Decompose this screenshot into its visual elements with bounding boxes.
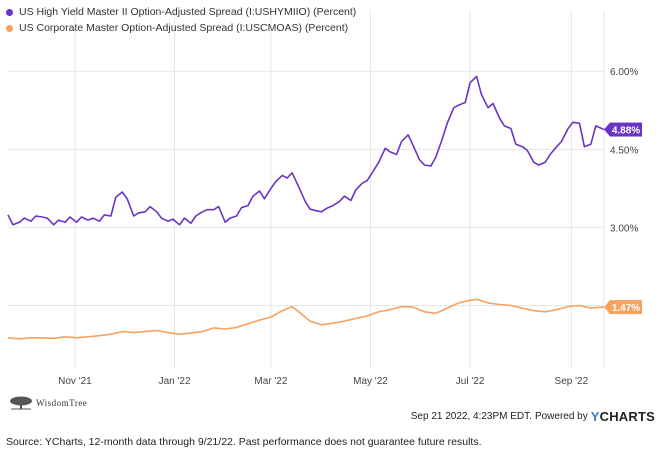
badge-value: 4.88% bbox=[612, 126, 640, 137]
badge-value: 1.47% bbox=[612, 303, 640, 314]
x-tick-label: Jul '22 bbox=[456, 376, 485, 387]
y-axis-ticks: 1.50%3.00%4.50%6.00% bbox=[610, 67, 638, 312]
x-tick-label: Nov '21 bbox=[58, 376, 92, 387]
x-tick-label: May '22 bbox=[353, 376, 388, 387]
brand-name: WisdomTree bbox=[36, 398, 88, 408]
x-tick-label: Jan '22 bbox=[159, 376, 191, 387]
ycharts-logo-text: CHARTS bbox=[599, 409, 655, 424]
legend-label-corporate: US Corporate Master Option-Adjusted Spre… bbox=[19, 22, 349, 34]
last-value-badge-high-yield: 4.88% bbox=[604, 122, 642, 137]
chart-attribution: Sep 21 2022, 4:23PM EDT. Powered by YCHA… bbox=[411, 409, 655, 424]
source-note: Source: YCharts, 12-month data through 9… bbox=[6, 436, 482, 448]
last-value-badges: 4.88% 1.47% bbox=[604, 122, 642, 315]
y-tick-label: 6.00% bbox=[610, 67, 638, 78]
chart-timestamp: Sep 21 2022, 4:23PM EDT. bbox=[410, 411, 532, 422]
badge-pointer bbox=[604, 122, 610, 137]
x-tick-label: Sep '22 bbox=[555, 376, 589, 387]
series-line-corporate bbox=[7, 298, 605, 340]
powered-by-text: Powered by bbox=[534, 411, 588, 422]
x-tick-label: Mar '22 bbox=[254, 376, 287, 387]
legend-item-corporate[interactable]: US Corporate Master Option-Adjusted Spre… bbox=[6, 20, 356, 36]
y-tick-label: 4.50% bbox=[610, 145, 638, 156]
legend-label-high-yield: US High Yield Master II Option-Adjusted … bbox=[19, 6, 357, 18]
ycharts-logo[interactable]: YCHARTS bbox=[591, 409, 655, 424]
legend-dot-high-yield bbox=[6, 8, 13, 16]
x-axis-ticks: Nov '21 Jan '22 Mar '22 May '22 Jul '22 Sep '… bbox=[58, 376, 588, 387]
legend-dot-corporate bbox=[6, 24, 13, 32]
wisdomtree-logo: WisdomTree bbox=[8, 396, 87, 410]
series-lines bbox=[7, 75, 605, 340]
badge-pointer bbox=[604, 300, 610, 315]
ycharts-logo-y: Y bbox=[590, 409, 600, 424]
chart-legend: US High Yield Master II Option-Adjusted … bbox=[6, 4, 356, 36]
badge-box bbox=[610, 122, 642, 137]
y-tick-label: 3.00% bbox=[610, 223, 638, 234]
last-value-badge-corporate: 1.47% bbox=[604, 300, 642, 315]
tree-logo-icon bbox=[10, 396, 32, 410]
legend-item-high-yield[interactable]: US High Yield Master II Option-Adjusted … bbox=[6, 4, 356, 20]
series-line-high-yield bbox=[7, 75, 605, 226]
badge-box bbox=[610, 300, 642, 315]
grid-lines bbox=[8, 10, 605, 368]
